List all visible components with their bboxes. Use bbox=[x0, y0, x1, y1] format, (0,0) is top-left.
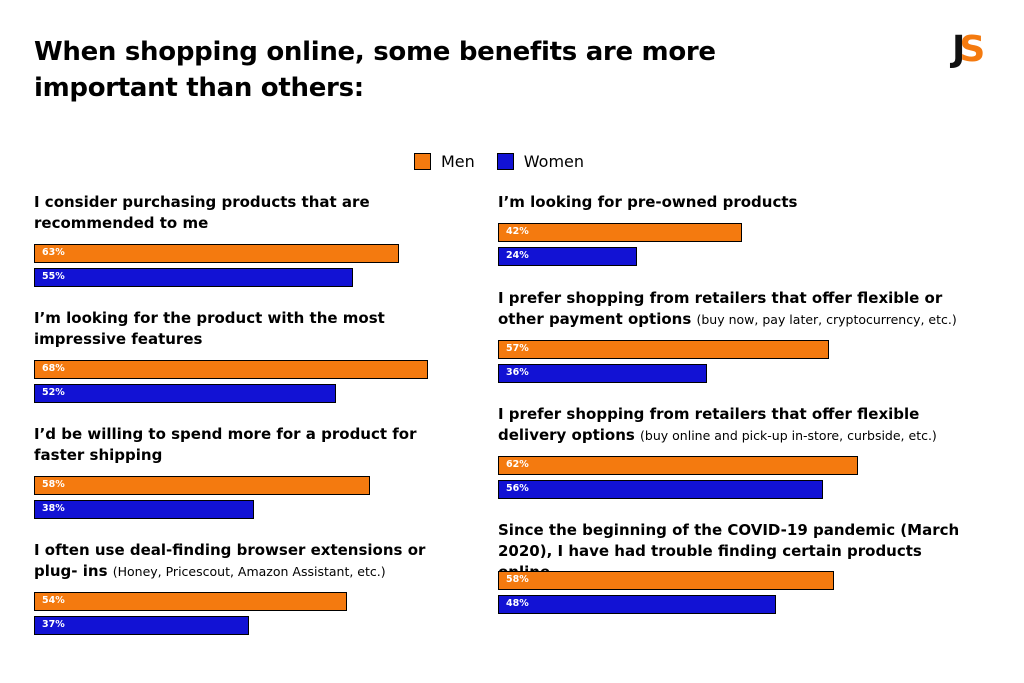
bar-women: 48% bbox=[498, 595, 776, 614]
legend-swatch-men bbox=[414, 153, 431, 170]
bar-men: 68% bbox=[34, 360, 428, 379]
category-note: (buy online and pick-up in-store, curbsi… bbox=[640, 428, 937, 443]
bar-men: 63% bbox=[34, 244, 399, 263]
category-label: I prefer shopping from retailers that of… bbox=[498, 288, 978, 330]
legend-swatch-women bbox=[496, 153, 514, 170]
bar-women: 36% bbox=[498, 364, 707, 383]
brand-logo: JS bbox=[952, 29, 985, 70]
category-note: (buy now, pay later, cryptocurrency, etc… bbox=[696, 312, 957, 327]
category-label-text: I’d be willing to spend more for a produ… bbox=[34, 425, 417, 464]
legend-item-women: Women bbox=[496, 152, 585, 171]
legend-item-men: Men bbox=[414, 152, 475, 171]
category-label: I’d be willing to spend more for a produ… bbox=[34, 424, 464, 466]
bar-women: 52% bbox=[34, 384, 336, 403]
bar-men: 58% bbox=[34, 476, 370, 495]
category-label: I consider purchasing products that are … bbox=[34, 192, 464, 234]
legend: Men Women bbox=[414, 152, 606, 171]
bar-women: 38% bbox=[34, 500, 254, 519]
legend-label-women: Women bbox=[523, 152, 585, 171]
bar-men: 42% bbox=[498, 223, 742, 242]
category-label: I’m looking for the product with the mos… bbox=[34, 308, 464, 350]
category-label: I often use deal-finding browser extensi… bbox=[34, 540, 464, 582]
bar-women: 56% bbox=[498, 480, 823, 499]
chart-title: When shopping online, some benefits are … bbox=[34, 37, 716, 103]
bar-women: 55% bbox=[34, 268, 353, 287]
category-label-text: I’m looking for pre-owned products bbox=[498, 193, 798, 211]
bar-men: 54% bbox=[34, 592, 347, 611]
category-label: Since the beginning of the COVID-19 pand… bbox=[498, 520, 978, 583]
category-label-text: I consider purchasing products that are … bbox=[34, 193, 370, 232]
category-label-text: I’m looking for the product with the mos… bbox=[34, 309, 385, 348]
bar-men: 58% bbox=[498, 571, 834, 590]
category-label: I prefer shopping from retailers that of… bbox=[498, 404, 978, 446]
category-label-text: Since the beginning of the COVID-19 pand… bbox=[498, 521, 960, 581]
bar-men: 57% bbox=[498, 340, 829, 359]
category-note: (Honey, Pricescout, Amazon Assistant, et… bbox=[112, 564, 386, 579]
category-label-text: I prefer shopping from retailers that of… bbox=[498, 289, 943, 328]
category-label-text: I often use deal-finding browser extensi… bbox=[34, 541, 426, 580]
category-label-text: I prefer shopping from retailers that of… bbox=[498, 405, 920, 444]
logo-letter-s: S bbox=[959, 29, 985, 70]
legend-label-men: Men bbox=[441, 152, 475, 171]
bar-women: 37% bbox=[34, 616, 249, 635]
category-label: I’m looking for pre-owned products bbox=[498, 192, 978, 213]
bar-men: 62% bbox=[498, 456, 858, 475]
bar-women: 24% bbox=[498, 247, 637, 266]
